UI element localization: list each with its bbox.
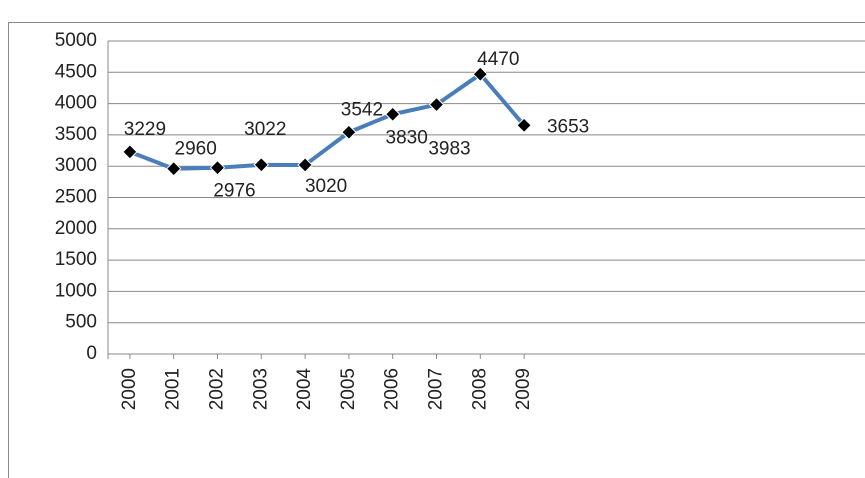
page: 0 500 1000 1500 2000 2500 3000 3500 4000 4500 5000… (0, 0, 865, 478)
data-label: 2976 (213, 181, 255, 202)
data-label: 4470 (477, 49, 519, 70)
y-tick-label: 2500 (55, 187, 97, 208)
y-tick-label: 500 (65, 312, 97, 333)
data-label: 3542 (341, 99, 383, 120)
data-label: 3983 (428, 139, 470, 160)
data-label: 3022 (244, 119, 286, 140)
x-tick-label: 2001 (163, 368, 184, 410)
x-tick-label: 2002 (207, 368, 228, 410)
y-tick-label: 4500 (55, 61, 97, 82)
y-tick-label: 0 (86, 343, 97, 364)
x-tick-label: 2005 (338, 368, 359, 410)
x-tick-label: 2006 (382, 368, 403, 410)
x-tick-label: 2007 (426, 368, 447, 410)
x-tick-label: 2003 (250, 368, 271, 410)
x-tick-label: 2000 (119, 368, 140, 410)
x-tick-label: 2008 (469, 368, 490, 410)
data-label: 3020 (305, 176, 347, 197)
data-label: 3229 (124, 119, 166, 140)
data-label: 3830 (386, 127, 428, 148)
y-tick-label: 3000 (55, 155, 97, 176)
y-tick-label: 3500 (55, 124, 97, 145)
y-tick-label: 1500 (55, 249, 97, 270)
x-tick-label: 2009 (513, 368, 534, 410)
x-tick-label: 2004 (294, 368, 315, 411)
chart: 0 500 1000 1500 2000 2500 3000 3500 4000 4500 5000… (0, 0, 865, 478)
y-tick-label: 1000 (55, 280, 97, 301)
data-label: 2960 (175, 139, 217, 160)
data-label: 3653 (547, 116, 589, 137)
y-tick-label: 4000 (55, 93, 97, 114)
y-tick-label: 5000 (55, 30, 97, 51)
y-tick-label: 2000 (55, 218, 97, 239)
